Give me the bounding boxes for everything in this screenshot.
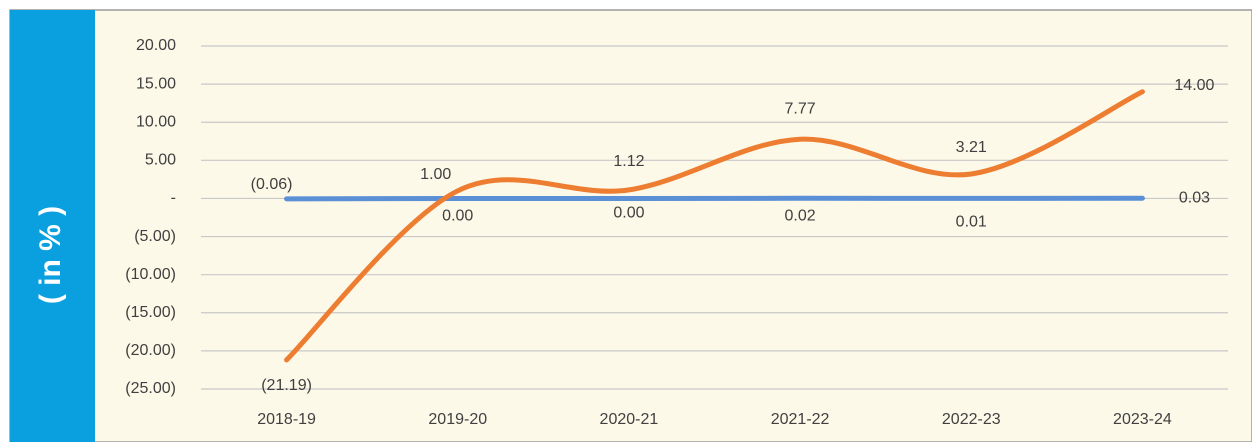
series-line [284,89,1145,363]
data-label: 1.00 [420,166,451,183]
y-tick-label: 20.00 [136,37,176,54]
data-label: (21.19) [261,377,312,394]
data-label: 3.21 [956,139,987,156]
x-tick-label: 2019-20 [428,411,487,428]
data-label: 0.00 [442,208,473,225]
y-tick-label: (15.00) [125,304,176,321]
y-tick-label: 15.00 [136,75,176,92]
side-band [10,10,95,442]
x-tick-label: 2022-23 [942,411,1001,428]
data-label: 14.00 [1174,77,1214,94]
data-label: 0.00 [613,205,644,222]
x-tick-label: 2023-24 [1113,411,1172,428]
data-label: 1.12 [613,153,644,170]
y-tick-label: (20.00) [125,342,176,359]
data-label: 0.02 [785,208,816,225]
y-tick-label: 5.00 [145,152,176,169]
chart-background [9,9,1252,443]
data-label: (0.06) [251,176,293,193]
x-tick-label: 2018-19 [257,411,316,428]
x-tick-label: 2021-22 [771,411,830,428]
data-label: 0.01 [956,214,987,231]
y-tick-label: (10.00) [125,266,176,283]
y-tick-label: 10.00 [136,113,176,130]
data-label: 7.77 [785,100,816,117]
data-label: 0.03 [1179,189,1210,206]
x-tick-label: 2020-21 [600,411,659,428]
y-axis-label: ( in % ) [34,206,67,304]
y-tick-label: (5.00) [134,228,176,245]
series-line [284,195,1145,202]
y-tick-label: - [171,190,176,207]
y-tick-label: (25.00) [125,380,176,397]
